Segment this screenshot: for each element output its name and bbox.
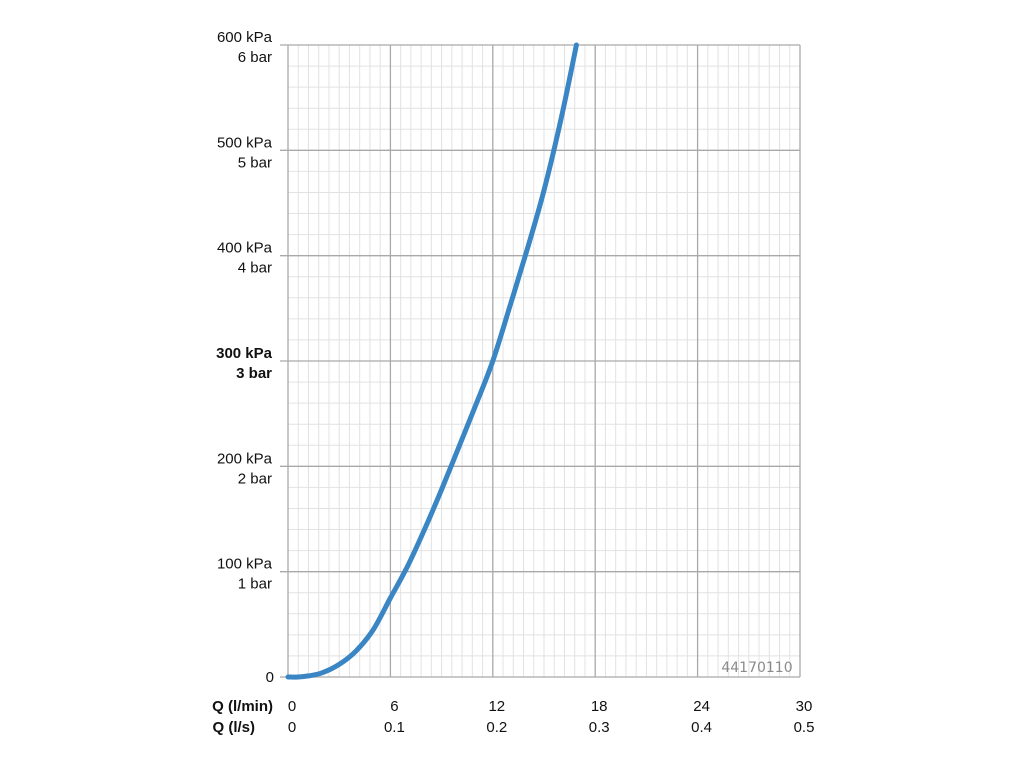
x-tick-label-l-per-s: 0.1: [384, 719, 405, 736]
y-tick-label-kpa: 500 kPa: [217, 134, 273, 151]
y-tick-label-bar: 5 bar: [238, 154, 272, 171]
x-tick-label-l-per-min: 12: [488, 698, 505, 715]
y-tick-label-bar: 3 bar: [236, 365, 272, 382]
x-tick-label-l-per-min: 18: [591, 698, 608, 715]
y-tick-label-kpa: 100 kPa: [217, 556, 273, 573]
y-tick-label-kpa: 300 kPa: [216, 345, 273, 362]
y-tick-label-bar: 2 bar: [238, 470, 272, 487]
y-axis-tick-labels: 0 100 kPa 1 bar 200 kPa 2 bar 300 kPa 3 bar 400…: [216, 29, 274, 686]
x-tick-label-l-per-min: 24: [693, 698, 710, 715]
y-tick-label-kpa: 200 kPa: [217, 450, 273, 467]
y-tick-label-bar: 1 bar: [238, 576, 272, 593]
x-tick-label-l-per-s: 0.3: [589, 719, 610, 736]
y-tick-label-bar: 4 bar: [238, 260, 272, 277]
x-axis-tick-labels: 0 0 6 0.1 12 0.2 18 0.3 24 0.4 30 0.5: [288, 698, 815, 736]
y-tick-label-kpa: 600 kPa: [217, 29, 273, 46]
x-tick-label-l-per-min: 30: [796, 698, 813, 715]
y-tick-label-bar: 6 bar: [238, 49, 272, 66]
x-axis-title-flow-per-second: Q (l/s): [212, 719, 255, 736]
x-tick-label-l-per-s: 0.2: [486, 719, 507, 736]
chart-grid: [280, 44, 801, 678]
y-tick-label-zero: 0: [266, 669, 274, 686]
x-tick-label-l-per-min: 6: [390, 698, 398, 715]
product-code-annotation: 44170110: [721, 660, 792, 676]
x-tick-label-l-per-s: 0: [288, 719, 296, 736]
x-tick-label-l-per-s: 0.5: [794, 719, 815, 736]
x-tick-label-l-per-s: 0.4: [691, 719, 712, 736]
chart-series: [285, 42, 579, 680]
x-tick-label-l-per-min: 0: [288, 698, 296, 715]
y-tick-label-kpa: 400 kPa: [217, 240, 273, 257]
pressure-flow-curve: [285, 42, 579, 680]
x-axis-title-flow-per-minute: Q (l/min): [212, 698, 273, 715]
